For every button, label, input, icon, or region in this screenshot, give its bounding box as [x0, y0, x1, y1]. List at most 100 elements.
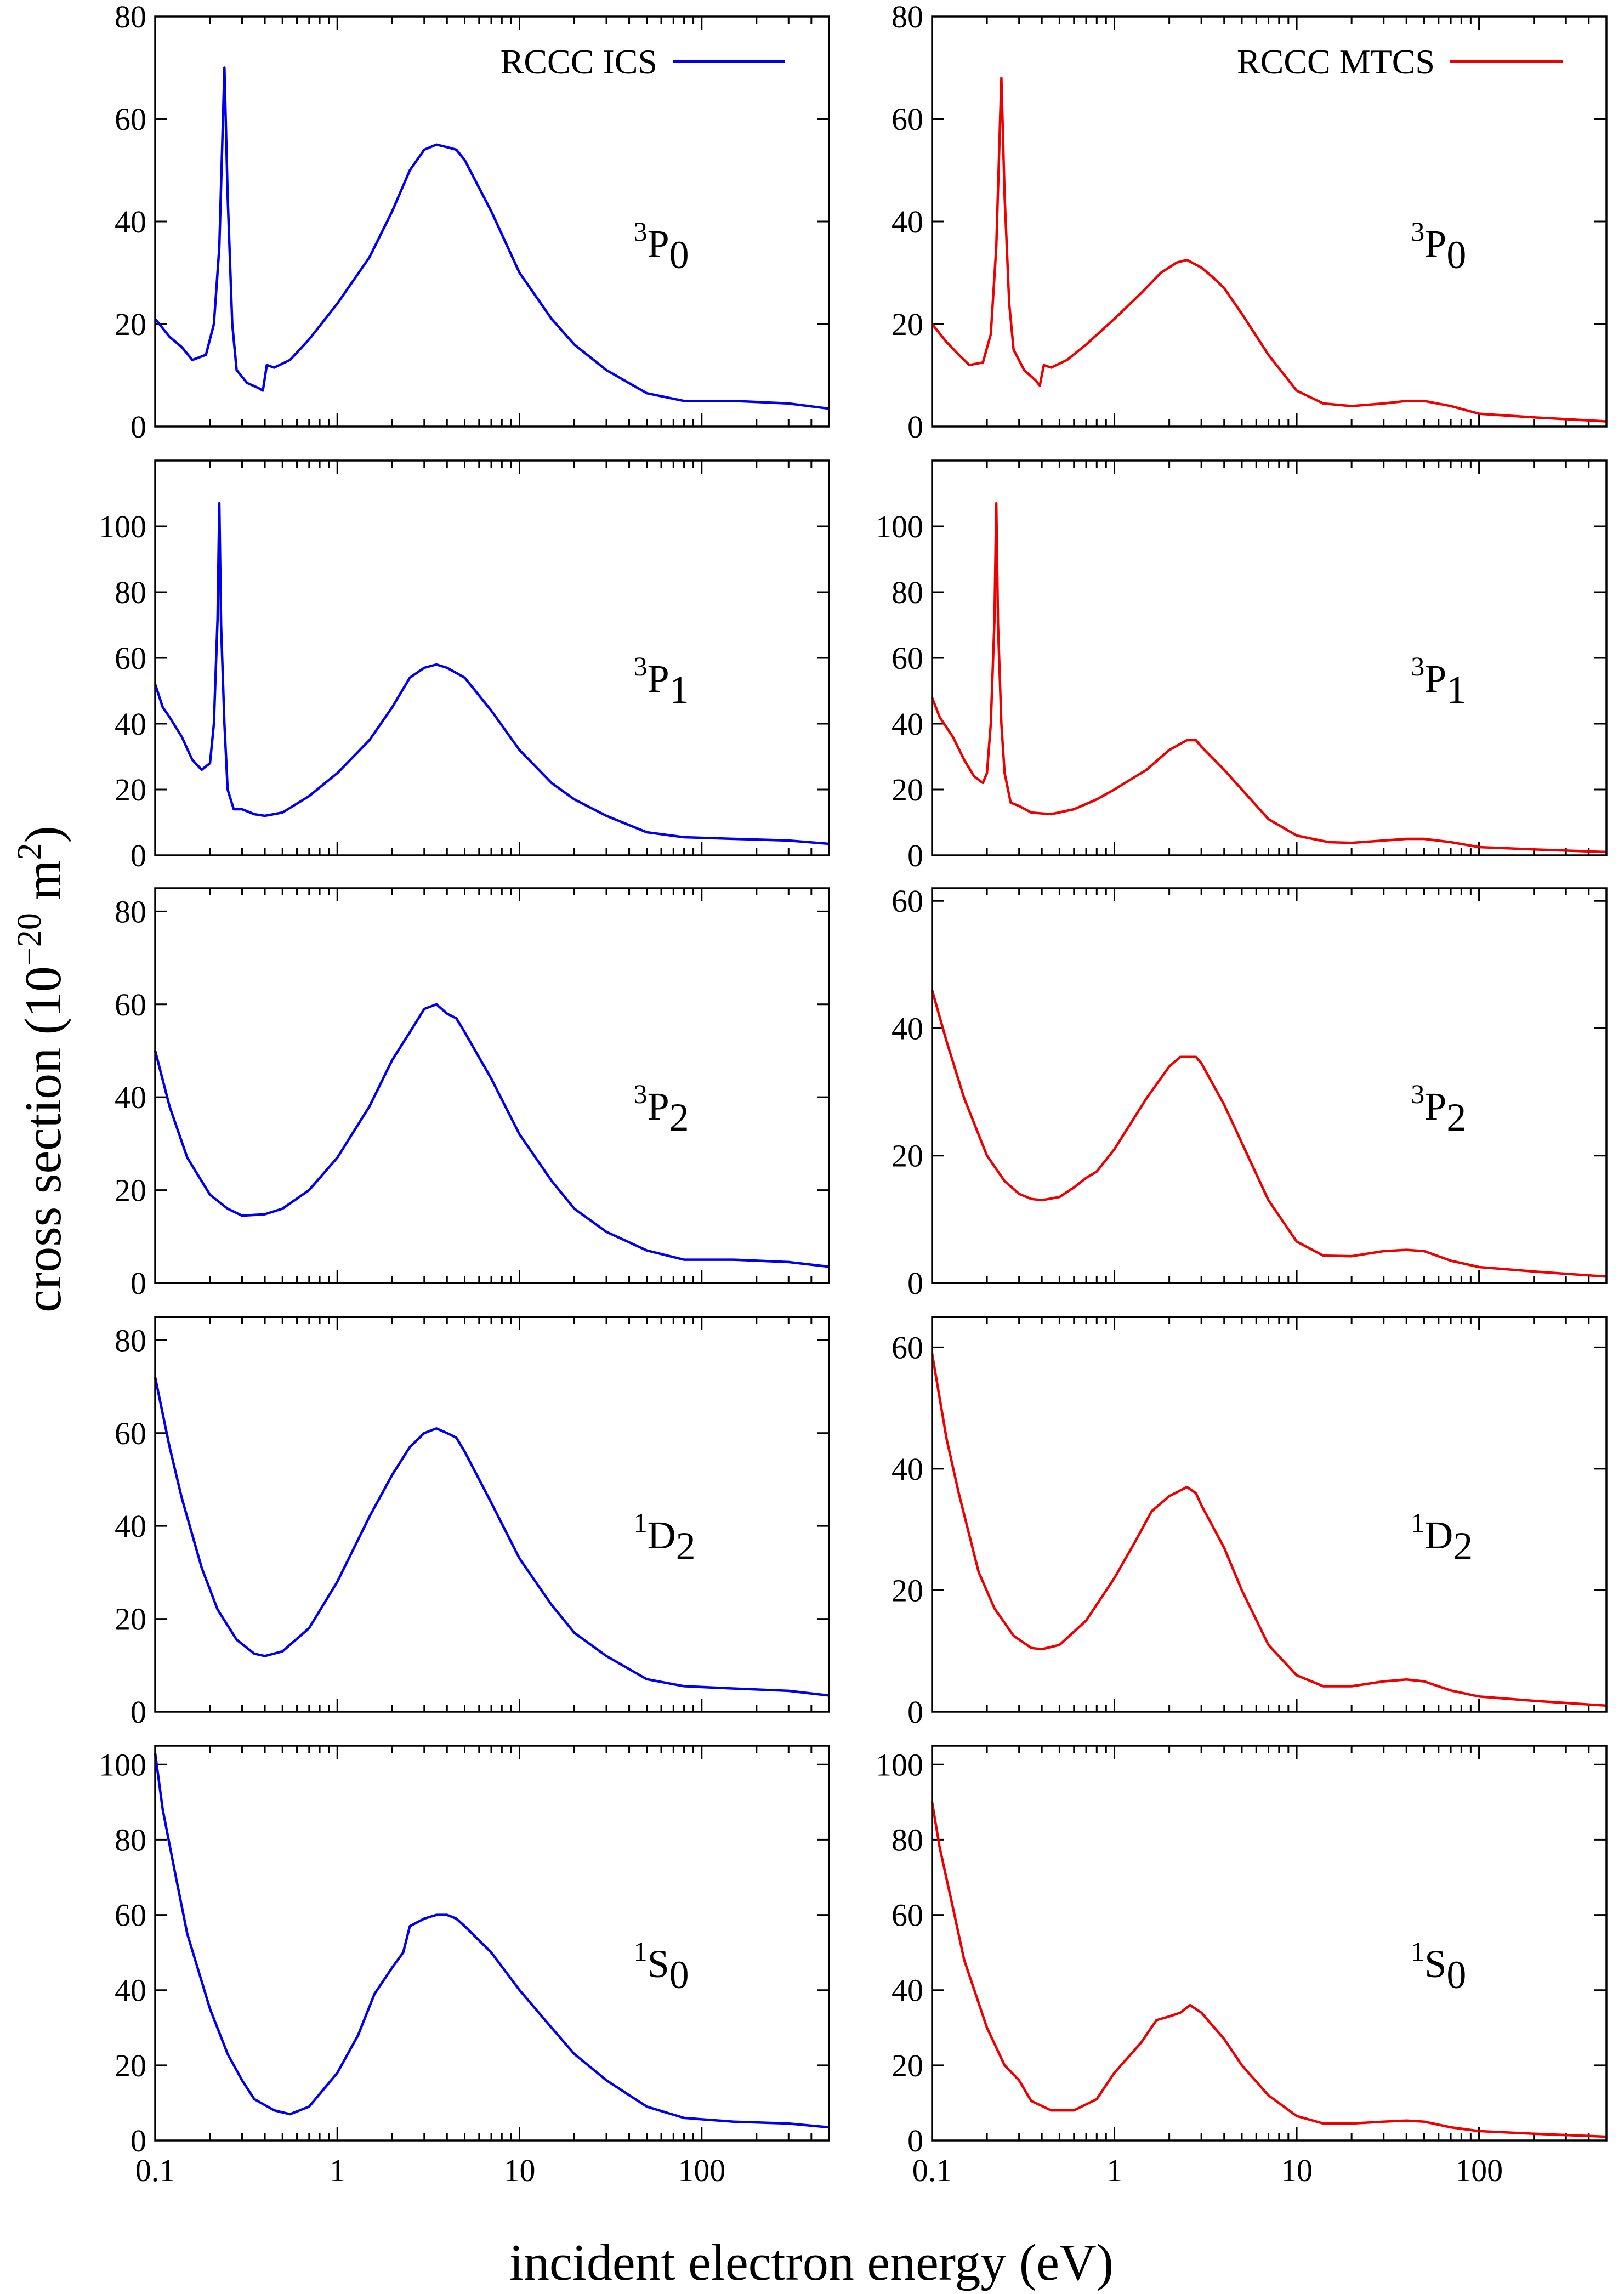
y-tick-label: 60 [115, 987, 146, 1023]
y-tick-label: 40 [892, 1451, 923, 1487]
series-line-mtcs [930, 1353, 1607, 1707]
y-tick-label: 0 [130, 1265, 146, 1301]
state-label-subscript: 0 [669, 233, 689, 277]
panel-frame [931, 459, 1608, 856]
state-label-superscript: 1 [1411, 1936, 1424, 1967]
y-tick-label: 20 [892, 306, 923, 342]
y-tick-label: 0 [907, 1265, 923, 1301]
series-line-ics [154, 1003, 830, 1268]
y-tick-label: 20 [115, 1602, 146, 1637]
state-label-letter: P [1424, 657, 1446, 701]
state-label-superscript: 3 [1411, 1078, 1424, 1109]
y-tick-label: 60 [115, 1416, 146, 1451]
state-label-letter: P [648, 222, 669, 266]
state-label-superscript: 3 [634, 216, 648, 247]
y-tick-label: 0 [907, 409, 923, 445]
y-axis-title-exponent-2: 2 [11, 843, 48, 860]
y-tick-label: 80 [115, 1822, 146, 1858]
state-label: 1D2 [1411, 1507, 1473, 1568]
y-tick-label: 20 [115, 2048, 146, 2083]
panel-frame [154, 887, 830, 1284]
panel-frame [154, 1745, 830, 2142]
state-label-subscript: 2 [676, 1524, 696, 1568]
y-tick-label: 80 [892, 1822, 923, 1858]
state-label-letter: S [648, 1942, 669, 1986]
y-tick-label: 60 [892, 101, 923, 137]
y-axis-title-exponent-1: −20 [11, 913, 48, 966]
state-label-superscript: 1 [1411, 1507, 1424, 1538]
series-line-mtcs [931, 76, 1607, 423]
state-label: 1S0 [634, 1936, 689, 1997]
y-tick-label: 80 [115, 0, 146, 35]
panel-frame [931, 1745, 1608, 2142]
y-tick-label: 0 [130, 838, 146, 873]
y-tick-label: 60 [892, 640, 923, 676]
state-label-letter: P [648, 657, 669, 701]
y-tick-label: 0 [130, 2123, 146, 2159]
legend-label: RCCC MTCS [1237, 42, 1435, 81]
state-label: 3P0 [1411, 216, 1466, 277]
legend-label: RCCC ICS [501, 42, 657, 81]
state-label: 3P1 [634, 651, 689, 712]
y-tick-label: 100 [876, 509, 923, 544]
y-tick-label: 80 [115, 575, 146, 610]
series-line-ics [154, 1753, 830, 2129]
x-tick-label: 10 [1281, 2153, 1313, 2188]
state-label-subscript: 0 [1446, 1953, 1466, 1997]
state-label-superscript: 3 [1411, 651, 1424, 682]
y-tick-label: 80 [115, 1322, 146, 1358]
panel-frame [154, 1316, 830, 1713]
panel-3: 0 20 40 60 80 100 3P1 [99, 459, 830, 873]
state-label: 1D2 [634, 1507, 696, 1568]
state-label-subscript: 1 [669, 668, 689, 712]
state-label-superscript: 1 [634, 1936, 648, 1967]
y-tick-label: 100 [99, 1747, 146, 1782]
x-tick-label: 100 [1455, 2153, 1503, 2188]
y-tick-label: 20 [892, 772, 923, 808]
series-line-mtcs [930, 502, 1607, 854]
y-tick-label: 40 [892, 706, 923, 742]
series-line-ics [154, 66, 830, 410]
state-label-letter: P [648, 1084, 669, 1128]
y-axis-title: cross section (10−20 m2) [11, 826, 72, 1313]
y-tick-label: 80 [115, 894, 146, 929]
panel-5: 0 20 40 60 80 3P2 [115, 887, 830, 1301]
state-label-letter: P [1424, 222, 1446, 266]
y-tick-label: 40 [115, 1508, 146, 1544]
state-label-subscript: 1 [1446, 668, 1466, 712]
y-tick-label: 20 [115, 1173, 146, 1208]
state-label-superscript: 1 [634, 1507, 648, 1538]
x-tick-label: 1 [1106, 2153, 1122, 2188]
state-label-subscript: 2 [1446, 1095, 1466, 1139]
state-label-superscript: 3 [634, 651, 648, 682]
y-tick-label: 0 [130, 1694, 146, 1730]
state-label-letter: D [648, 1513, 676, 1557]
panel-7: 0 20 40 60 80 1D2 [115, 1316, 830, 1730]
panel-frame [154, 15, 830, 428]
state-label-subscript: 0 [669, 1953, 689, 1997]
panel-frame [154, 459, 830, 856]
state-label-subscript: 0 [1446, 233, 1466, 277]
y-tick-label: 20 [892, 2048, 923, 2083]
y-tick-label: 100 [99, 509, 146, 544]
y-tick-label: 60 [115, 101, 146, 137]
y-tick-label: 60 [115, 1898, 146, 1933]
panel-8: 0 20 40 60 1D2 [892, 1316, 1608, 1730]
series-line-mtcs [930, 1802, 1607, 2138]
state-label: 3P0 [634, 216, 689, 277]
y-tick-label: 20 [892, 1572, 923, 1608]
y-tick-label: 80 [892, 575, 923, 610]
state-label: 3P1 [1411, 651, 1466, 712]
state-label-letter: D [1424, 1513, 1453, 1557]
y-tick-label: 40 [892, 1973, 923, 2008]
series-line-ics [154, 1377, 830, 1697]
y-tick-label: 100 [876, 1747, 923, 1782]
state-label-subscript: 2 [1453, 1524, 1473, 1568]
state-label-superscript: 3 [1411, 216, 1424, 247]
y-tick-label: 40 [892, 1010, 923, 1046]
y-tick-label: 60 [892, 883, 923, 919]
series-line-ics [154, 502, 830, 845]
